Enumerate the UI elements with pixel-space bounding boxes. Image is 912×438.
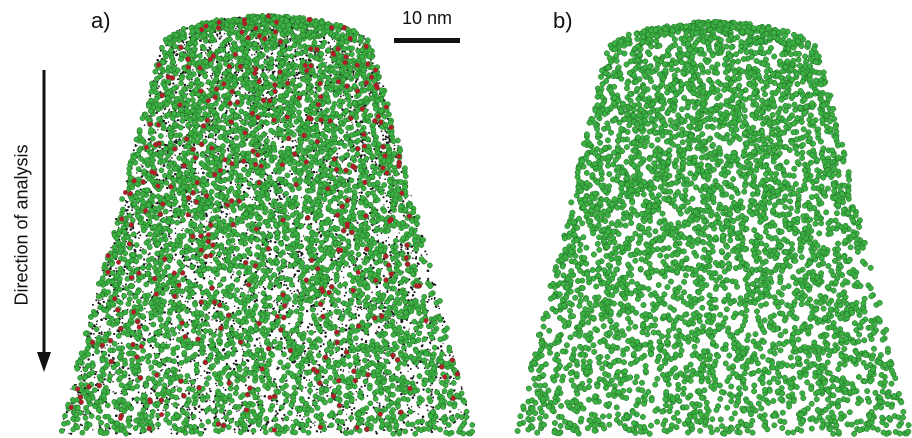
scale-bar: 10 nm	[392, 8, 462, 48]
arrow-down-icon	[37, 70, 51, 372]
direction-of-analysis-label: Direction of analysis	[11, 144, 32, 306]
scale-bar-line	[394, 38, 460, 43]
panel-b-label: b)	[553, 8, 573, 33]
panel-a-label: a)	[91, 8, 111, 33]
scale-bar-label: 10 nm	[401, 8, 453, 28]
